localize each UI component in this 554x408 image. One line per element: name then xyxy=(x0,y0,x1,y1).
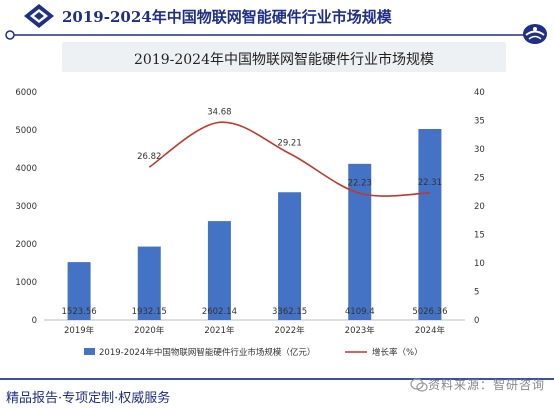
y-left-tick-label: 5000 xyxy=(15,126,37,136)
bar xyxy=(418,128,442,320)
bar-value-label: 1523.56 xyxy=(62,307,97,317)
bar-value-label: 2602.14 xyxy=(202,307,237,317)
y-right-tick-label: 30 xyxy=(474,145,485,155)
chart-title-banner: 2019-2024年中国物联网智能硬件行业市场规模 xyxy=(62,42,506,72)
line-value-label: 26.82 xyxy=(137,152,161,162)
legend-line-label: 增长率（%） xyxy=(372,347,423,358)
y-right-tick-label: 15 xyxy=(474,231,485,241)
x-tick-label: 2024年 xyxy=(415,325,446,336)
page-title: 2019-2024年中国物联网智能硬件行业市场规模 xyxy=(62,8,392,26)
wechat-icon xyxy=(410,378,428,392)
bar xyxy=(348,163,372,320)
source-watermark: 资料来源：智研咨询 xyxy=(428,378,546,392)
legend-bar-label: 2019-2024年中国物联网智能硬件行业市场规模（亿元） xyxy=(99,347,315,358)
y-right-tick-label: 40 xyxy=(474,88,485,98)
bar-value-label: 3362.15 xyxy=(272,307,307,317)
legend-bar-swatch xyxy=(84,348,95,355)
x-tick-label: 2022年 xyxy=(275,325,306,336)
x-tick-label: 2021年 xyxy=(204,325,235,336)
bar-value-label: 4109.4 xyxy=(345,307,375,317)
y-left-tick-label: 6000 xyxy=(15,88,37,98)
y-left-tick-label: 3000 xyxy=(15,202,37,212)
x-tick-label: 2019年 xyxy=(64,325,95,336)
footer-tagline: 精品报告·专项定制·权威服务 xyxy=(6,391,171,406)
line-value-label: 22.23 xyxy=(348,178,372,188)
globe-logo-icon xyxy=(523,24,547,44)
bar xyxy=(137,246,161,320)
growth-rate-line xyxy=(148,121,430,197)
line-value-label: 29.21 xyxy=(277,139,301,149)
y-right-tick-label: 20 xyxy=(474,202,485,212)
bar xyxy=(207,221,231,320)
y-left-tick-label: 4000 xyxy=(15,164,37,174)
y-right-tick-label: 0 xyxy=(474,316,479,326)
y-right-tick-label: 5 xyxy=(474,288,479,298)
line-value-label: 22.31 xyxy=(418,178,442,188)
y-left-tick-label: 0 xyxy=(32,316,37,326)
y-left-tick-label: 1000 xyxy=(15,278,37,288)
x-tick-label: 2023年 xyxy=(345,325,376,336)
y-right-tick-label: 10 xyxy=(474,259,485,269)
y-right-tick-label: 35 xyxy=(474,117,485,127)
chart-title: 2019-2024年中国物联网智能硬件行业市场规模 xyxy=(134,52,434,68)
diamond-logo-icon xyxy=(24,4,54,28)
y-right-tick-label: 25 xyxy=(474,174,485,184)
bar-value-label: 5026.36 xyxy=(412,307,447,317)
x-tick-label: 2020年 xyxy=(134,325,165,336)
header-rule xyxy=(5,30,528,40)
y-left-tick-label: 2000 xyxy=(15,240,37,250)
footer-rule xyxy=(0,378,554,380)
bar-value-label: 1932.15 xyxy=(132,307,167,317)
bar xyxy=(67,262,91,320)
line-value-label: 34.68 xyxy=(207,107,231,117)
bar xyxy=(278,192,302,320)
